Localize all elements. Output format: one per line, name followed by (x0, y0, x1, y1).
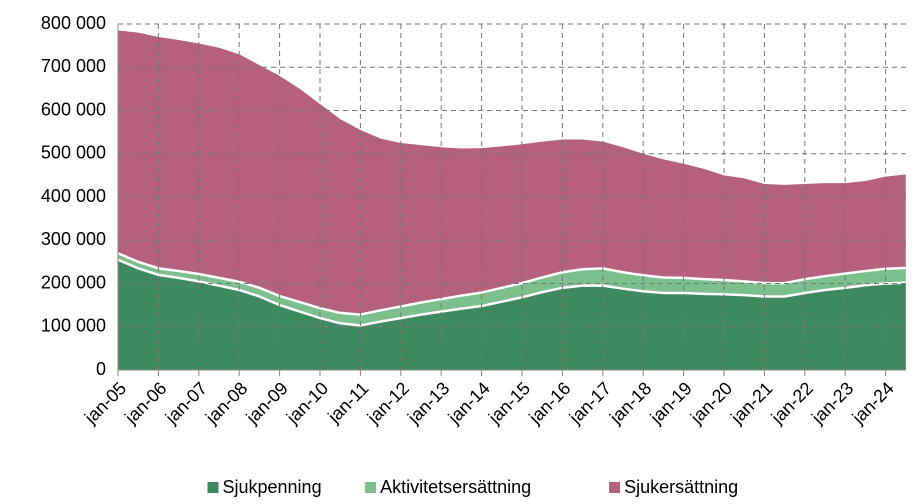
x-tick-label: jan-12 (363, 378, 413, 428)
separator (117, 252, 906, 316)
x-tick-label: jan-17 (565, 378, 615, 428)
x-tick-label: jan-18 (605, 378, 655, 428)
x-tick-label: jan-11 (323, 378, 372, 427)
x-tick-label: jan-19 (646, 378, 696, 428)
x-tick-label: jan-09 (242, 378, 292, 428)
legend-label: Sjukersättning (624, 477, 738, 497)
legend-swatch (365, 482, 377, 493)
x-tick-label: jan-15 (484, 378, 534, 428)
x-tick-label: jan-23 (807, 378, 857, 428)
x-tick-label: jan-10 (282, 378, 332, 428)
x-tick-label: jan-21 (726, 378, 776, 428)
area (118, 259, 906, 370)
y-tick-label: 400 000 (41, 186, 106, 206)
x-tick-label: jan-22 (767, 378, 817, 428)
legend-label: Aktivitetsersättning (380, 477, 531, 497)
x-tick-label: jan-20 (686, 378, 736, 428)
y-tick-label: 0 (96, 359, 106, 379)
legend-label: Sjukpenning (223, 477, 322, 497)
y-tick-label: 200 000 (41, 272, 106, 292)
x-tick-label: jan-24 (848, 378, 898, 428)
y-tick-label: 600 000 (41, 99, 106, 119)
y-tick-label: 100 000 (41, 316, 106, 336)
legend-swatch (207, 482, 219, 493)
x-tick-label: jan-16 (524, 378, 574, 428)
x-tick-label: jan-08 (201, 378, 251, 428)
separator (117, 258, 906, 327)
x-tick-label: jan-14 (444, 378, 494, 428)
x-tick-label: jan-07 (161, 378, 211, 428)
y-tick-label: 700 000 (41, 56, 106, 76)
y-tick-label: 800 000 (41, 13, 106, 33)
legend-swatch (609, 482, 621, 493)
x-tick-label: jan-06 (120, 378, 170, 428)
y-tick-label: 300 000 (41, 229, 106, 249)
area (118, 30, 906, 315)
x-tick-label: jan-05 (80, 378, 130, 428)
x-tick-label: jan-13 (403, 378, 453, 428)
y-tick-label: 500 000 (41, 143, 106, 163)
